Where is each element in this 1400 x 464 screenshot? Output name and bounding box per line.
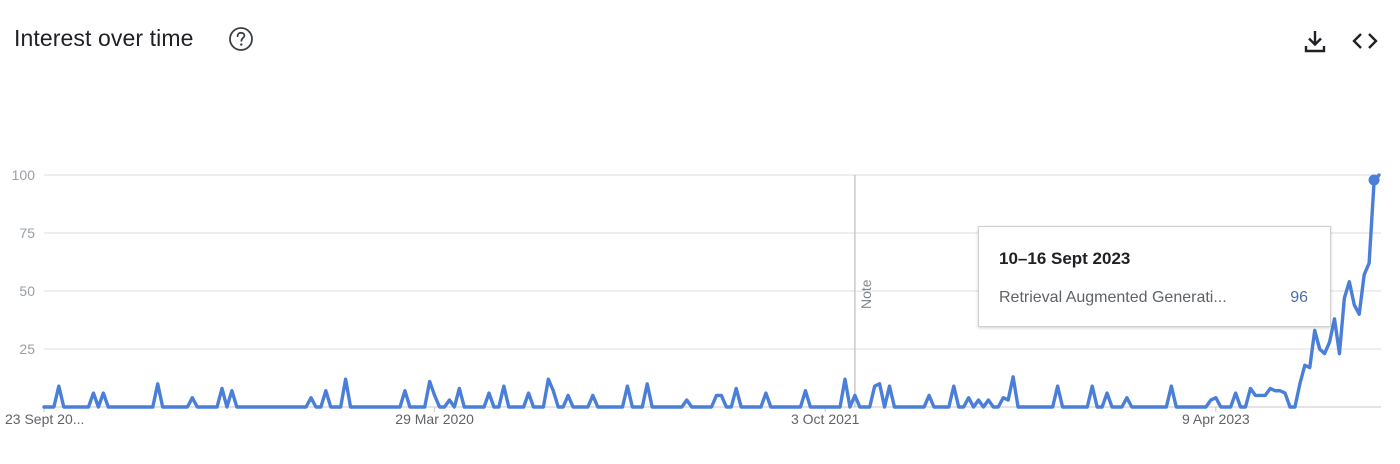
help-circle-icon[interactable] <box>228 26 254 52</box>
x-tick-label: 9 Apr 2023 <box>1182 411 1250 427</box>
download-icon[interactable] <box>1302 28 1328 54</box>
series-line <box>42 173 1381 409</box>
x-tick-label: 23 Sept 20... <box>5 411 84 427</box>
y-tick-label: 25 <box>19 341 35 357</box>
note-label: Note <box>858 279 874 309</box>
code-embed-icon[interactable] <box>1351 28 1379 54</box>
page-title: Interest over time <box>14 25 194 51</box>
tooltip-value: 96 <box>1290 289 1308 306</box>
tooltip-series-name: Retrieval Augmented Generati... <box>999 289 1227 306</box>
x-tick-label: 29 Mar 2020 <box>395 411 474 427</box>
y-tick-label: 75 <box>19 225 35 241</box>
x-tick-label: 3 Oct 2021 <box>791 411 860 427</box>
y-tick-label: 50 <box>19 283 35 299</box>
tooltip-date: 10–16 Sept 2023 <box>999 249 1131 268</box>
data-tooltip: 10–16 Sept 2023 Retrieval Augmented Gene… <box>978 226 1331 327</box>
hover-point <box>1368 174 1380 186</box>
chart-header: Interest over time <box>0 0 1400 80</box>
y-tick-label: 100 <box>12 167 36 183</box>
